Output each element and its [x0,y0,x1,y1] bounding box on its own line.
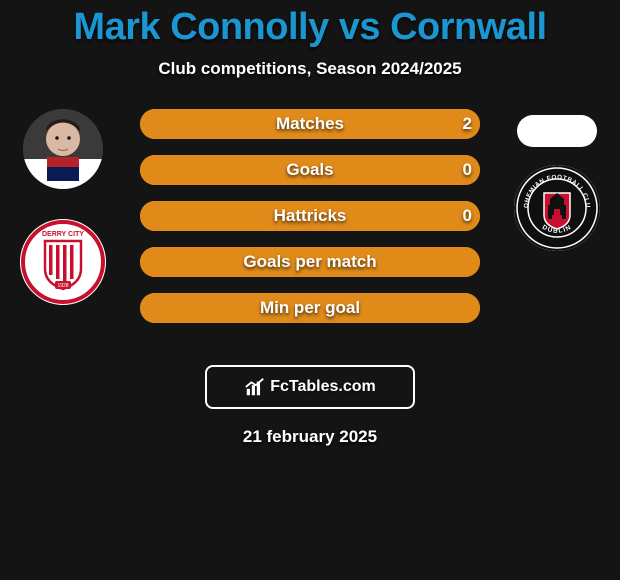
page-title: Mark Connolly vs Cornwall [0,0,620,49]
left-player-photo [23,109,103,189]
stat-label: Matches [140,109,480,139]
stat-value-right: 0 [463,155,472,185]
stat-label: Goals [140,155,480,185]
right-player-photo-placeholder [517,115,597,147]
left-club-badge: DERRY CITY 1928 [20,219,106,305]
comparison-panel: DERRY CITY 1928 [0,109,620,359]
stat-row: Goals per match [140,247,480,277]
right-player-column: BOHEMIAN FOOTBALL CLUB DUBLIN [502,109,612,251]
stat-row: Goals0 [140,155,480,185]
attribution-badge[interactable]: FcTables.com [205,365,415,409]
right-club-badge: BOHEMIAN FOOTBALL CLUB DUBLIN [514,165,600,251]
stat-value-right: 2 [463,109,472,139]
stat-label: Min per goal [140,293,480,323]
stat-label: Goals per match [140,247,480,277]
date-text: 21 february 2025 [0,427,620,447]
svg-text:1928: 1928 [57,283,68,289]
left-player-column: DERRY CITY 1928 [8,109,118,305]
stat-row: Min per goal [140,293,480,323]
svg-text:DERRY CITY: DERRY CITY [42,231,84,238]
stat-value-right: 0 [463,201,472,231]
stats-bars: Matches2Goals0Hattricks0Goals per matchM… [140,109,480,323]
chart-icon [244,376,266,398]
attribution-text: FcTables.com [270,378,376,396]
stat-row: Matches2 [140,109,480,139]
subtitle: Club competitions, Season 2024/2025 [0,59,620,79]
stat-label: Hattricks [140,201,480,231]
stat-row: Hattricks0 [140,201,480,231]
